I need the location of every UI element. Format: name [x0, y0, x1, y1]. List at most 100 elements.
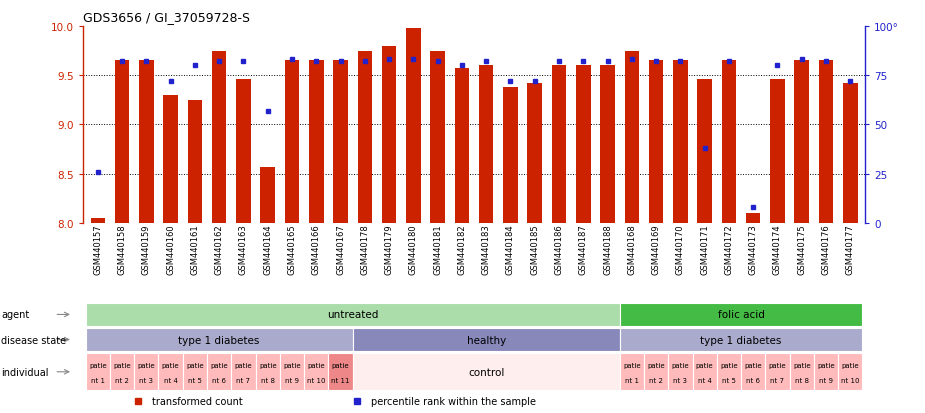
Text: patie: patie: [672, 362, 689, 368]
Text: patie: patie: [696, 362, 713, 368]
Bar: [455, 69, 469, 223]
Bar: [86, 304, 620, 326]
Bar: [717, 354, 741, 390]
Bar: [352, 328, 620, 351]
Text: patie: patie: [842, 362, 859, 368]
Text: nt 5: nt 5: [188, 377, 202, 384]
Text: type 1 diabetes: type 1 diabetes: [179, 335, 260, 345]
Text: nt 10: nt 10: [307, 377, 326, 384]
Text: GSM440172: GSM440172: [724, 223, 734, 274]
Bar: [309, 61, 324, 223]
Bar: [183, 354, 207, 390]
Bar: [771, 80, 784, 223]
Text: nt 1: nt 1: [91, 377, 105, 384]
Text: GSM440165: GSM440165: [288, 223, 297, 274]
Text: nt 10: nt 10: [841, 377, 859, 384]
Text: patie: patie: [283, 362, 301, 368]
Bar: [624, 52, 639, 223]
Bar: [722, 61, 736, 223]
Text: GSM440181: GSM440181: [433, 223, 442, 274]
Text: nt 5: nt 5: [722, 377, 736, 384]
Text: nt 1: nt 1: [625, 377, 639, 384]
Text: GSM440161: GSM440161: [191, 223, 200, 274]
Text: GSM440175: GSM440175: [797, 223, 807, 274]
Text: patie: patie: [721, 362, 738, 368]
Bar: [406, 29, 421, 223]
Bar: [212, 52, 227, 223]
Bar: [648, 61, 663, 223]
Text: healthy: healthy: [466, 335, 506, 345]
Bar: [697, 80, 712, 223]
Text: GSM440173: GSM440173: [748, 223, 758, 274]
Text: GSM440167: GSM440167: [336, 223, 345, 274]
Text: GSM440169: GSM440169: [651, 223, 660, 274]
Text: GSM440177: GSM440177: [845, 223, 855, 274]
Bar: [430, 52, 445, 223]
Bar: [261, 167, 275, 223]
Text: patie: patie: [332, 362, 350, 368]
Text: GSM440166: GSM440166: [312, 223, 321, 274]
Bar: [158, 354, 183, 390]
Bar: [746, 214, 760, 223]
Text: nt 4: nt 4: [164, 377, 178, 384]
Text: GSM440186: GSM440186: [554, 223, 563, 274]
Text: patie: patie: [769, 362, 786, 368]
Text: nt 4: nt 4: [697, 377, 711, 384]
Text: nt 8: nt 8: [261, 377, 275, 384]
Bar: [551, 66, 566, 223]
Bar: [382, 47, 397, 223]
Text: patie: patie: [89, 362, 106, 368]
Bar: [814, 354, 838, 390]
Text: GDS3656 / GI_37059728-S: GDS3656 / GI_37059728-S: [83, 11, 251, 24]
Text: nt 6: nt 6: [746, 377, 760, 384]
Bar: [620, 304, 862, 326]
Text: GSM440170: GSM440170: [676, 223, 684, 274]
Text: type 1 diabetes: type 1 diabetes: [700, 335, 782, 345]
Bar: [110, 354, 134, 390]
Text: control: control: [468, 367, 504, 377]
Bar: [86, 354, 110, 390]
Bar: [91, 218, 105, 223]
Bar: [280, 354, 304, 390]
Bar: [86, 328, 352, 351]
Text: GSM440187: GSM440187: [579, 223, 587, 274]
Bar: [352, 354, 620, 390]
Bar: [795, 61, 809, 223]
Bar: [576, 66, 590, 223]
Bar: [644, 354, 668, 390]
Bar: [285, 61, 300, 223]
Bar: [503, 88, 518, 223]
Bar: [790, 354, 814, 390]
Bar: [620, 354, 644, 390]
Text: nt 11: nt 11: [331, 377, 350, 384]
Text: patie: patie: [623, 362, 641, 368]
Bar: [620, 328, 862, 351]
Text: nt 3: nt 3: [673, 377, 687, 384]
Bar: [673, 61, 687, 223]
Bar: [358, 52, 372, 223]
Text: patie: patie: [745, 362, 762, 368]
Text: GSM440158: GSM440158: [117, 223, 127, 274]
Text: GSM440185: GSM440185: [530, 223, 539, 274]
Bar: [333, 61, 348, 223]
Bar: [304, 354, 328, 390]
Text: nt 9: nt 9: [285, 377, 299, 384]
Bar: [139, 61, 154, 223]
Bar: [843, 84, 857, 223]
Text: nt 6: nt 6: [212, 377, 227, 384]
Text: GSM440188: GSM440188: [603, 223, 612, 274]
Bar: [134, 354, 158, 390]
Text: GSM440178: GSM440178: [361, 223, 369, 274]
Text: GSM440159: GSM440159: [142, 223, 151, 274]
Bar: [838, 354, 862, 390]
Text: transformed count: transformed count: [152, 396, 242, 406]
Bar: [164, 96, 178, 223]
Text: patie: patie: [113, 362, 131, 368]
Bar: [668, 354, 693, 390]
Bar: [527, 84, 542, 223]
Text: patie: patie: [259, 362, 277, 368]
Text: patie: patie: [648, 362, 665, 368]
Text: GSM440174: GSM440174: [773, 223, 782, 274]
Bar: [600, 66, 615, 223]
Text: GSM440184: GSM440184: [506, 223, 515, 274]
